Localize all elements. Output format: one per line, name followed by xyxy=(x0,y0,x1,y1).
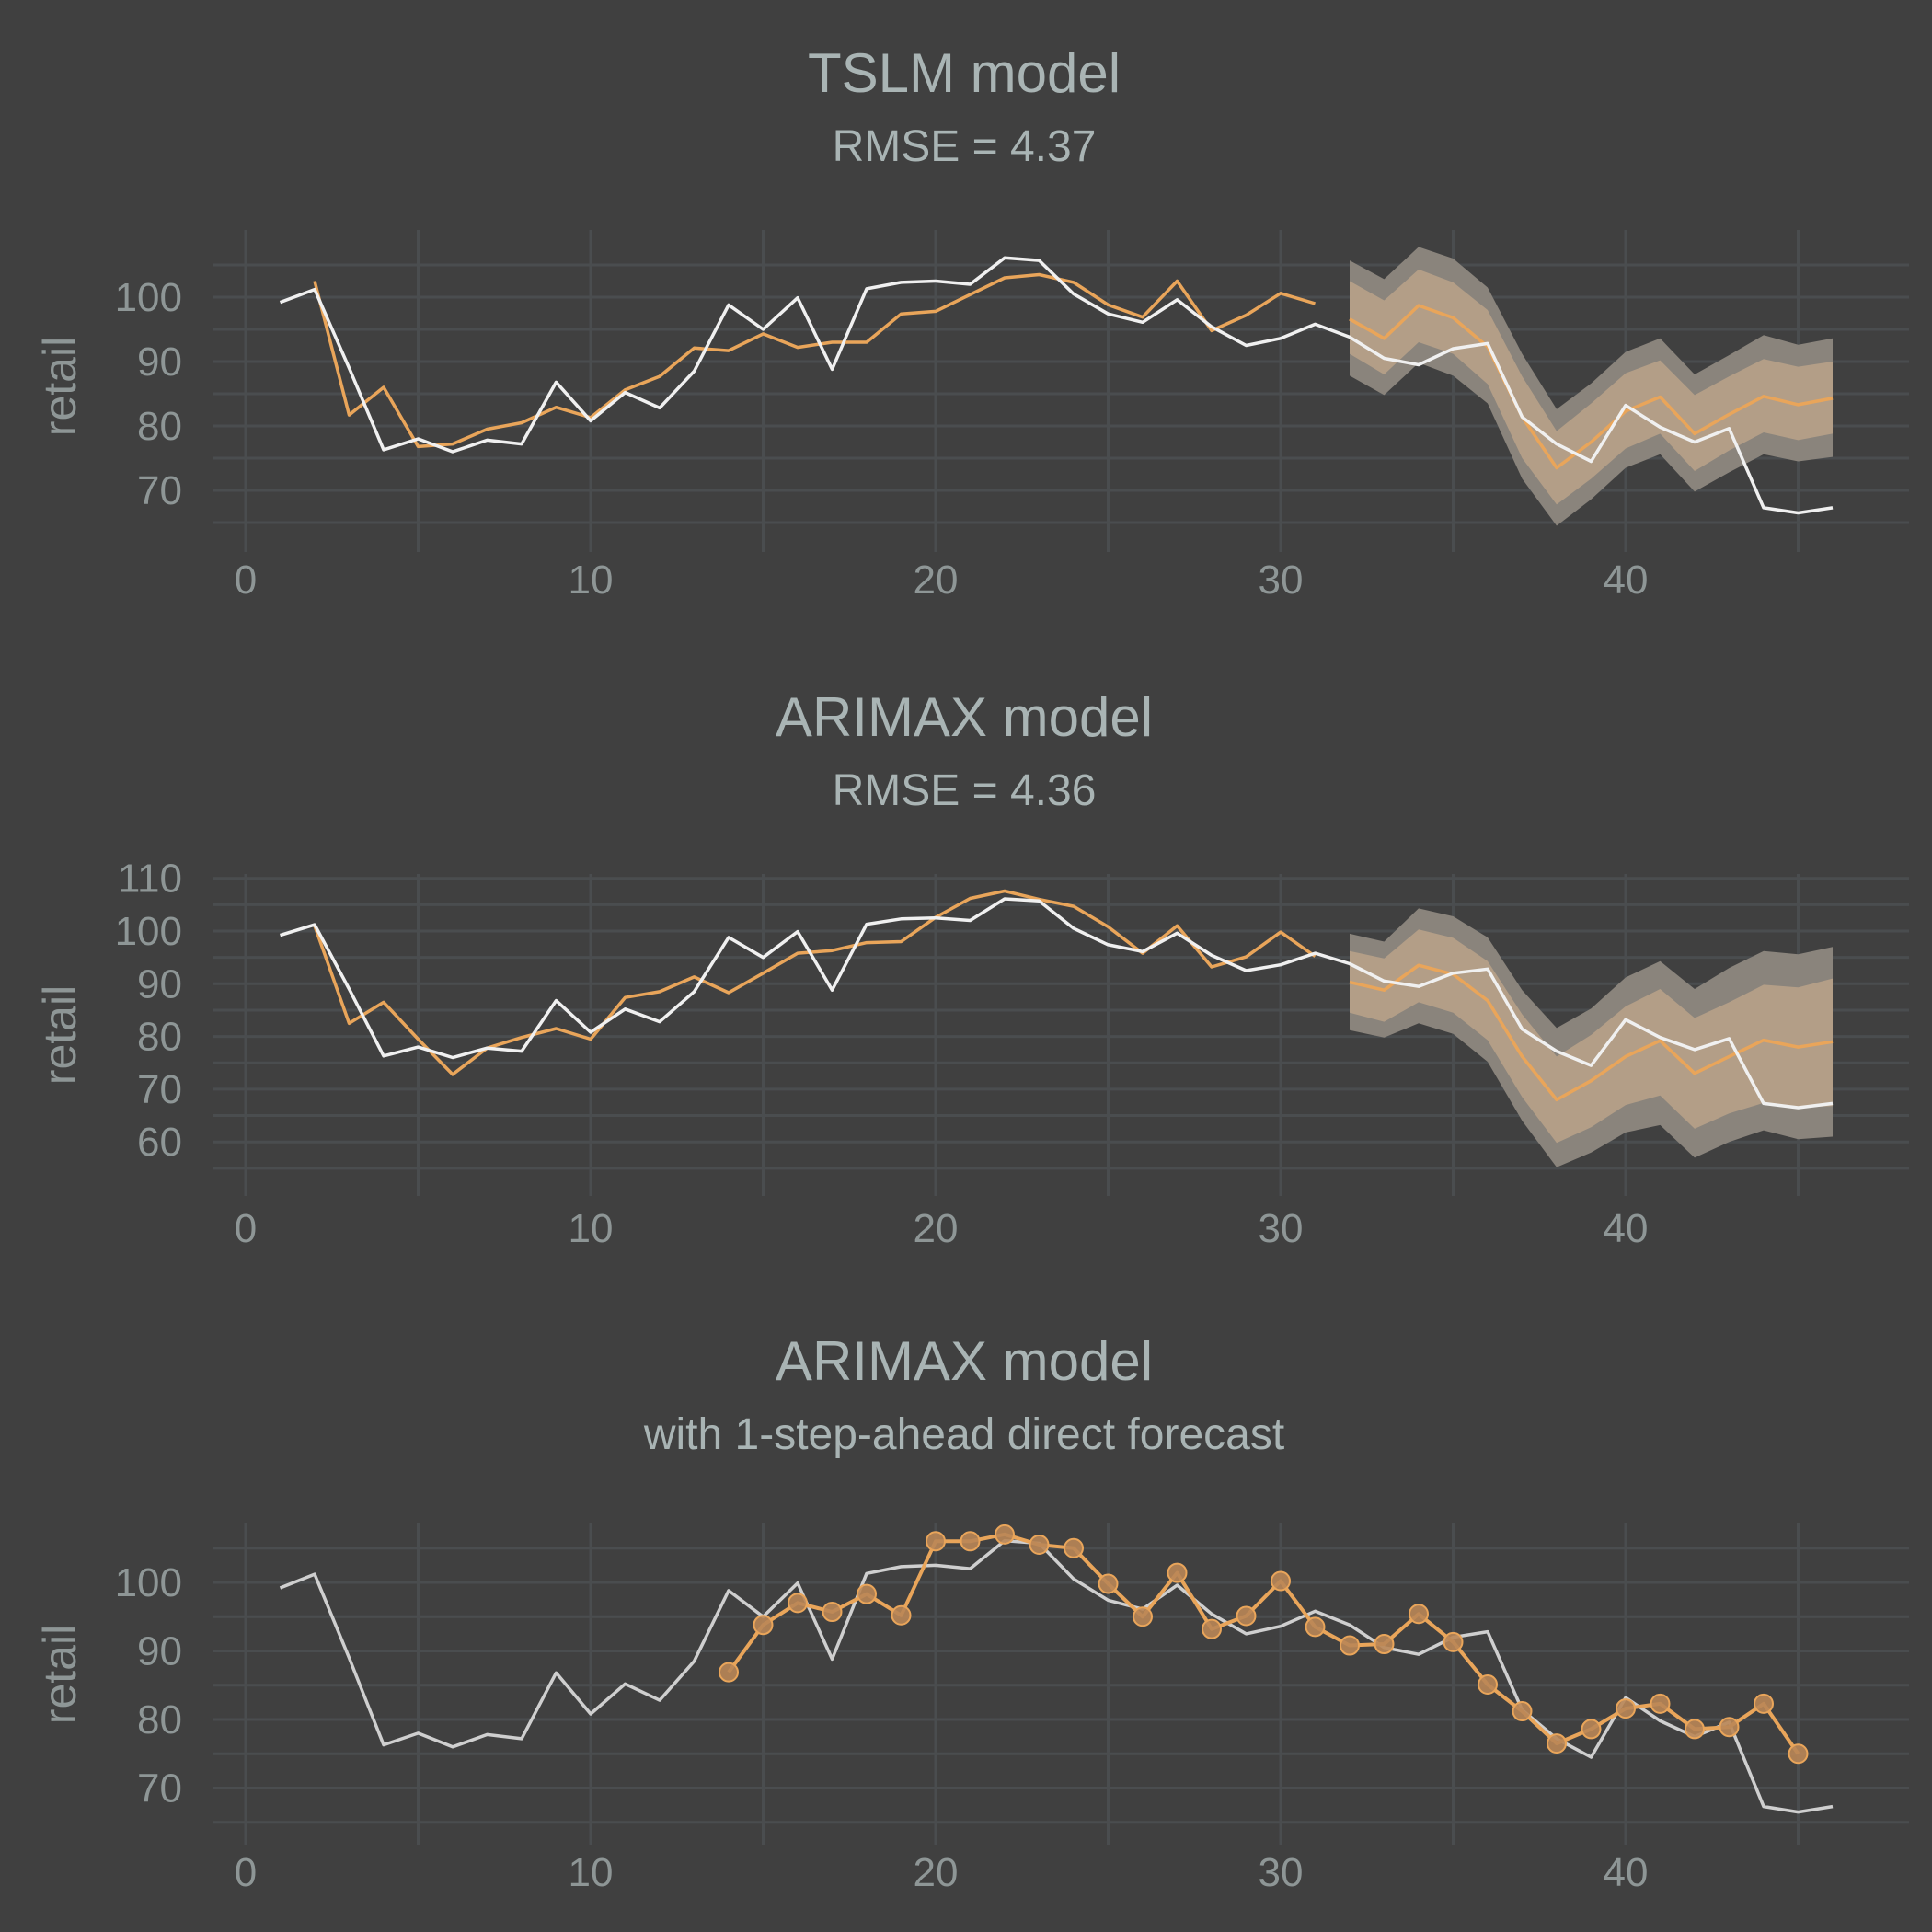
onestep-forecast-point xyxy=(1685,1719,1705,1740)
onestep-forecast-point xyxy=(960,1531,981,1552)
actual-line xyxy=(279,256,1834,515)
fitted-line xyxy=(313,272,1317,449)
y-tick-label: 80 xyxy=(137,1697,182,1742)
actual-line xyxy=(279,897,1834,1110)
y-tick-label: 80 xyxy=(137,404,182,449)
x-tick-label: 40 xyxy=(1604,558,1649,603)
onestep-forecast-point xyxy=(857,1583,877,1604)
plot-area: 70 80 90 100 0 10 20 30 40 xyxy=(115,1523,1909,1895)
panel-arimax-onestep: ARIMAX model with 1-step-ahead direct fo… xyxy=(34,1330,1909,1895)
y-tick-label: 90 xyxy=(137,339,182,385)
onestep-forecast-point xyxy=(926,1531,946,1552)
onestep-forecast-point xyxy=(891,1604,912,1626)
prediction-interval-80 xyxy=(1350,929,1833,1144)
onestep-forecast-point xyxy=(1133,1606,1153,1627)
onestep-forecast-point xyxy=(1616,1698,1636,1719)
panel-title: TSLM model xyxy=(808,42,1121,104)
plot-area: 70 80 90 100 0 10 20 30 40 xyxy=(115,230,1909,603)
onestep-forecast-point xyxy=(1719,1717,1740,1738)
y-tick-label: 70 xyxy=(137,1766,182,1811)
x-tick-label: 30 xyxy=(1259,1206,1304,1251)
onestep-forecast-point xyxy=(1409,1604,1429,1625)
x-tick-label: 10 xyxy=(569,558,614,603)
panel-subtitle: RMSE = 4.37 xyxy=(833,122,1097,171)
onestep-forecast-point xyxy=(1547,1733,1567,1754)
onestep-forecast-point xyxy=(1581,1719,1602,1740)
onestep-forecast-point xyxy=(1512,1701,1533,1722)
onestep-forecast-point xyxy=(1340,1635,1360,1656)
onestep-forecast-point xyxy=(788,1593,808,1614)
x-tick-label: 10 xyxy=(569,1850,614,1895)
panel-arimax: ARIMAX model RMSE = 4.36 retail 60 70 80 90… xyxy=(34,686,1909,1251)
y-axis-label: retail xyxy=(34,1625,86,1724)
onestep-forecast-point xyxy=(995,1524,1015,1545)
onestep-forecast-point xyxy=(822,1602,843,1623)
x-tick-label: 40 xyxy=(1604,1206,1649,1251)
x-tick-label: 40 xyxy=(1604,1850,1649,1895)
forecast-mean-line xyxy=(1349,963,1834,1102)
x-tick-label: 0 xyxy=(235,1850,257,1895)
x-tick-label: 20 xyxy=(914,558,959,603)
plot-area: 60 70 80 90 100 110 0 10 20 30 40 xyxy=(115,857,1909,1251)
x-tick-label: 20 xyxy=(914,1206,959,1251)
onestep-forecast-point xyxy=(1788,1743,1809,1765)
y-tick-label: 60 xyxy=(137,1120,182,1165)
onestep-forecast-point xyxy=(1374,1634,1395,1655)
onestep-forecast-point xyxy=(1167,1562,1188,1583)
onestep-forecast-line xyxy=(727,1532,1800,1755)
forecast-mean-line xyxy=(1349,304,1834,470)
onestep-forecast-point xyxy=(1064,1537,1084,1558)
y-tick-label: 90 xyxy=(137,961,182,1006)
x-tick-label: 10 xyxy=(569,1206,614,1251)
y-tick-label: 70 xyxy=(137,1067,182,1112)
actual-line xyxy=(279,1538,1834,1814)
onestep-forecast-point xyxy=(1754,1693,1774,1714)
y-axis-label: retail xyxy=(34,337,86,436)
onestep-forecast-point xyxy=(1478,1674,1498,1696)
y-tick-label: 70 xyxy=(137,468,182,513)
y-tick-label: 100 xyxy=(115,909,182,954)
onestep-forecast-point xyxy=(1202,1618,1222,1639)
onestep-forecast-point xyxy=(753,1615,774,1636)
onestep-forecast-point xyxy=(1305,1616,1326,1638)
onestep-forecast-point xyxy=(1650,1693,1671,1714)
panel-tslm: TSLM model RMSE = 4.37 retail 70 80 90 100 0… xyxy=(34,42,1909,603)
onestep-forecast-point xyxy=(1029,1535,1050,1556)
onestep-forecast-point xyxy=(1236,1605,1257,1627)
x-tick-label: 0 xyxy=(235,558,257,603)
panel-subtitle: RMSE = 4.36 xyxy=(833,766,1097,815)
onestep-forecast-point xyxy=(1443,1631,1464,1652)
x-tick-label: 30 xyxy=(1259,558,1304,603)
y-axis-label: retail xyxy=(34,985,86,1085)
onestep-forecast-point xyxy=(1271,1570,1291,1592)
prediction-interval-80 xyxy=(1350,269,1833,505)
y-tick-label: 110 xyxy=(118,857,182,902)
onestep-forecast-point xyxy=(1098,1573,1119,1594)
onestep-forecast-point xyxy=(719,1662,739,1683)
y-tick-label: 100 xyxy=(115,275,182,320)
panel-title: ARIMAX model xyxy=(776,1330,1153,1392)
gridlines xyxy=(213,1523,1909,1845)
y-tick-label: 100 xyxy=(115,1560,182,1605)
panel-subtitle: with 1-step-ahead direct forecast xyxy=(643,1410,1284,1459)
panel-title: ARIMAX model xyxy=(776,686,1153,748)
x-tick-label: 20 xyxy=(914,1850,959,1895)
y-tick-label: 80 xyxy=(137,1015,182,1060)
x-tick-label: 30 xyxy=(1259,1850,1304,1895)
y-tick-label: 90 xyxy=(137,1629,182,1674)
x-tick-label: 0 xyxy=(235,1206,257,1251)
